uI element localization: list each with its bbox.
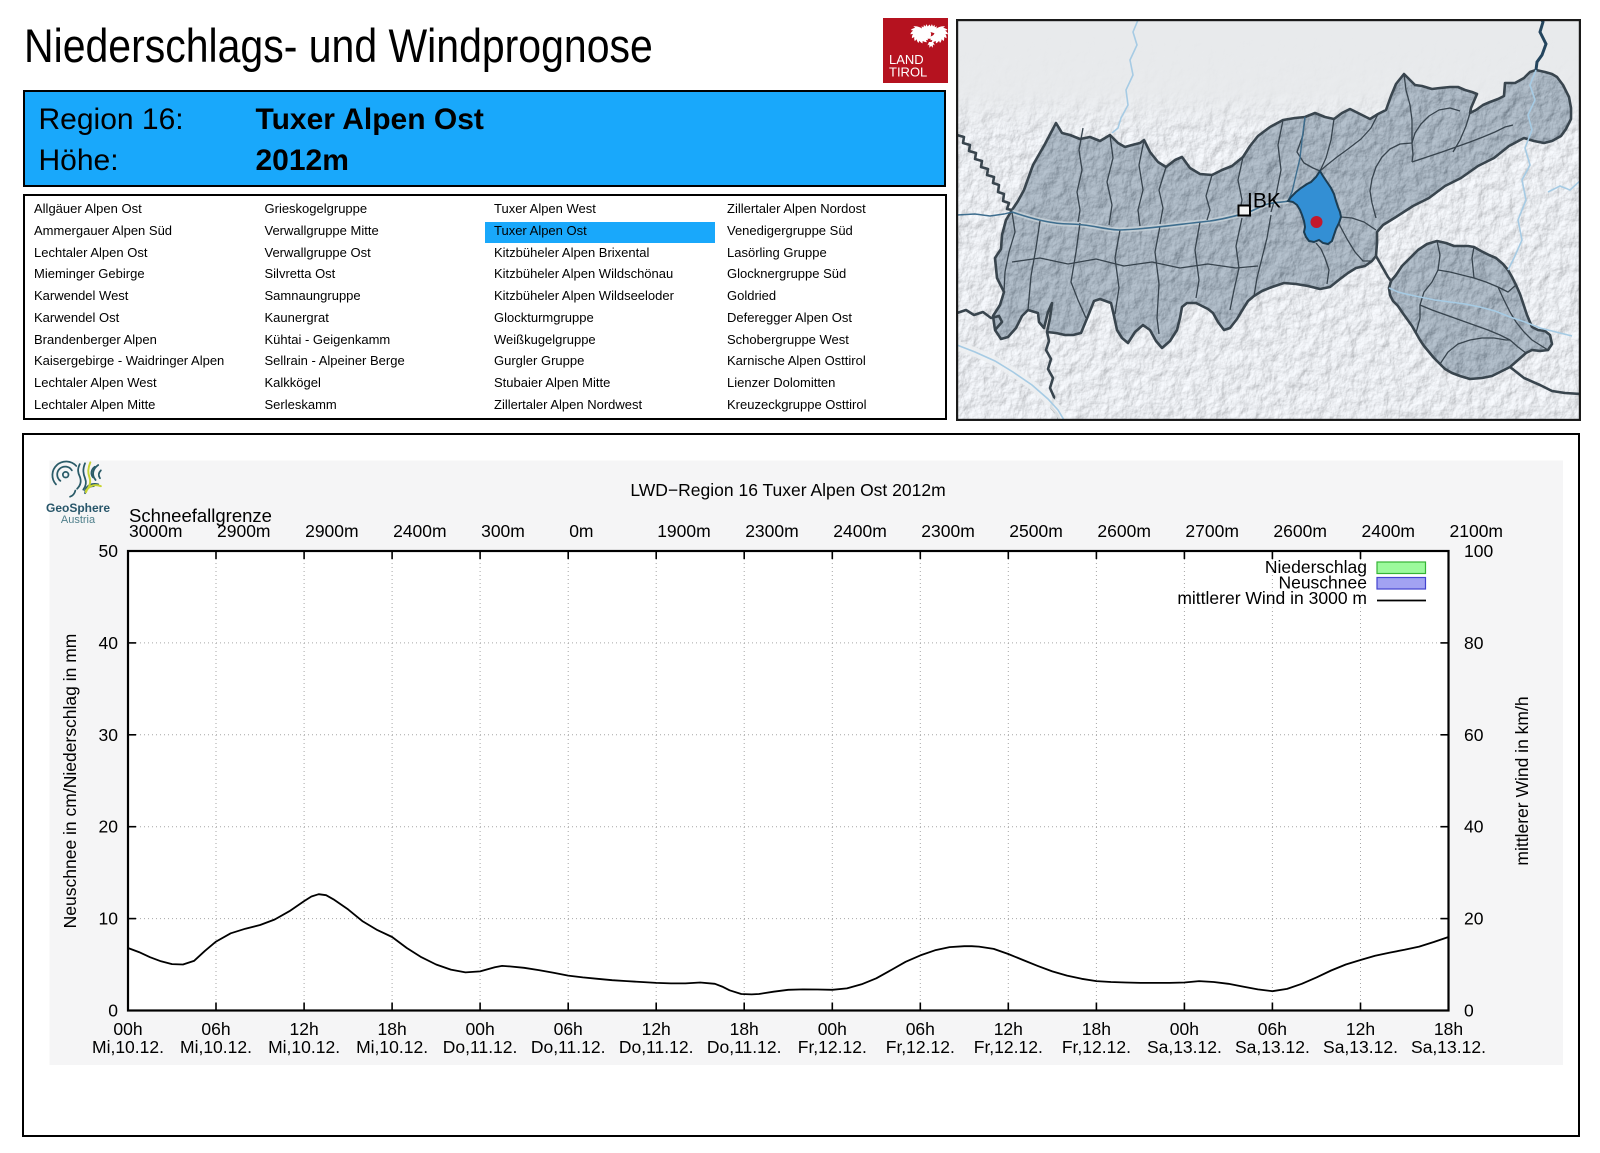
svg-text:Sa,13.12.: Sa,13.12. xyxy=(1147,1037,1222,1057)
svg-text:2600m: 2600m xyxy=(1273,521,1327,541)
svg-text:Mi,10.12.: Mi,10.12. xyxy=(180,1037,252,1057)
svg-text:Mi,10.12.: Mi,10.12. xyxy=(92,1037,164,1057)
svg-text:10: 10 xyxy=(99,909,119,929)
svg-text:2100m: 2100m xyxy=(1450,521,1504,541)
svg-text:2700m: 2700m xyxy=(1185,521,1239,541)
svg-text:Do,11.12.: Do,11.12. xyxy=(531,1037,606,1057)
svg-text:20: 20 xyxy=(99,817,119,837)
svg-text:50: 50 xyxy=(99,541,119,561)
svg-text:TIROL: TIROL xyxy=(889,64,927,79)
svg-text:06h: 06h xyxy=(1258,1019,1287,1039)
svg-text:0: 0 xyxy=(108,1001,118,1021)
svg-text:Fr,12.12.: Fr,12.12. xyxy=(798,1037,867,1057)
svg-text:12h: 12h xyxy=(642,1019,671,1039)
svg-text:Do,11.12.: Do,11.12. xyxy=(443,1037,518,1057)
svg-text:Mi,10.12.: Mi,10.12. xyxy=(268,1037,340,1057)
svg-text:12h: 12h xyxy=(289,1019,318,1039)
svg-text:Sa,13.12.: Sa,13.12. xyxy=(1411,1037,1486,1057)
svg-text:18h: 18h xyxy=(1434,1019,1463,1039)
svg-text:06h: 06h xyxy=(554,1019,583,1039)
svg-text:Fr,12.12.: Fr,12.12. xyxy=(974,1037,1043,1057)
svg-text:2400m: 2400m xyxy=(833,521,887,541)
svg-text:3000m: 3000m xyxy=(129,521,183,541)
svg-text:GeoSphere: GeoSphere xyxy=(46,501,110,515)
svg-text:Sa,13.12.: Sa,13.12. xyxy=(1235,1037,1310,1057)
svg-text:Neuschnee in cm/Niederschlag i: Neuschnee in cm/Niederschlag in mm xyxy=(60,634,80,929)
svg-text:1900m: 1900m xyxy=(657,521,711,541)
svg-text:100: 100 xyxy=(1464,541,1493,561)
svg-text:2300m: 2300m xyxy=(921,521,975,541)
svg-text:Do,11.12.: Do,11.12. xyxy=(619,1037,694,1057)
svg-text:12h: 12h xyxy=(1346,1019,1375,1039)
svg-text:00h: 00h xyxy=(818,1019,847,1039)
svg-text:12h: 12h xyxy=(994,1019,1023,1039)
svg-text:IBK: IBK xyxy=(1247,190,1281,213)
svg-text:60: 60 xyxy=(1464,725,1484,745)
svg-text:80: 80 xyxy=(1464,633,1484,653)
svg-text:Fr,12.12.: Fr,12.12. xyxy=(1062,1037,1131,1057)
svg-text:2400m: 2400m xyxy=(393,521,447,541)
svg-text:0: 0 xyxy=(1464,1001,1474,1021)
svg-text:2900m: 2900m xyxy=(305,521,359,541)
svg-text:2300m: 2300m xyxy=(745,521,799,541)
svg-text:18h: 18h xyxy=(377,1019,406,1039)
svg-text:2900m: 2900m xyxy=(217,521,271,541)
svg-text:Fr,12.12.: Fr,12.12. xyxy=(886,1037,955,1057)
svg-text:mittlerer Wind in 3000 m: mittlerer Wind in 3000 m xyxy=(1177,588,1367,608)
svg-text:300m: 300m xyxy=(481,521,525,541)
svg-text:30: 30 xyxy=(99,725,119,745)
svg-text:Schneefallgrenze: Schneefallgrenze xyxy=(129,505,272,526)
svg-text:Mi,10.12.: Mi,10.12. xyxy=(356,1037,428,1057)
svg-text:2400m: 2400m xyxy=(1362,521,1416,541)
svg-text:Niederschlag: Niederschlag xyxy=(1265,557,1367,577)
svg-text:2600m: 2600m xyxy=(1097,521,1151,541)
svg-text:00h: 00h xyxy=(1170,1019,1199,1039)
svg-text:Sa,13.12.: Sa,13.12. xyxy=(1323,1037,1398,1057)
svg-text:40: 40 xyxy=(1464,817,1484,837)
svg-text:18h: 18h xyxy=(730,1019,759,1039)
svg-text:20: 20 xyxy=(1464,909,1484,929)
svg-text:Do,11.12.: Do,11.12. xyxy=(707,1037,782,1057)
svg-text:06h: 06h xyxy=(201,1019,230,1039)
svg-text:mittlerer Wind in km/h: mittlerer Wind in km/h xyxy=(1512,696,1532,865)
svg-text:06h: 06h xyxy=(906,1019,935,1039)
svg-text:Neuschnee: Neuschnee xyxy=(1278,573,1367,593)
svg-text:18h: 18h xyxy=(1082,1019,1111,1039)
svg-text:00h: 00h xyxy=(465,1019,494,1039)
svg-text:0m: 0m xyxy=(569,521,593,541)
svg-text:00h: 00h xyxy=(113,1019,142,1039)
svg-text:2500m: 2500m xyxy=(1009,521,1063,541)
svg-text:Austria: Austria xyxy=(61,514,96,526)
svg-text:LAND: LAND xyxy=(889,52,924,67)
svg-text:40: 40 xyxy=(99,633,119,653)
svg-text:LWD−Region 16 Tuxer Alpen Ost: LWD−Region 16 Tuxer Alpen Ost 2012m xyxy=(630,480,945,500)
